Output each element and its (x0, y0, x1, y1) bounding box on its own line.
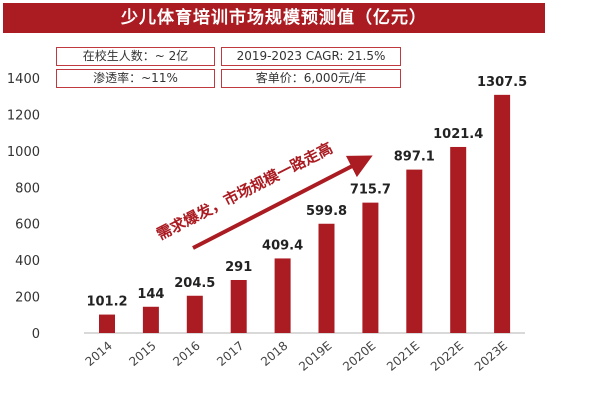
bar (274, 258, 291, 333)
data-label: 204.5 (174, 276, 215, 291)
info-box-penetration: 渗透率：~11% (56, 69, 215, 88)
data-label: 409.4 (262, 238, 303, 253)
y-tick-label: 1200 (7, 108, 40, 123)
bar (450, 146, 467, 333)
data-label: 1021.4 (433, 127, 483, 142)
x-tick-label: 2022E (428, 339, 466, 374)
x-tick-label: 2018 (258, 339, 290, 369)
bar (186, 295, 203, 333)
data-label: 144 (137, 287, 164, 302)
bar (99, 314, 115, 333)
x-tick-label: 2019E (296, 339, 334, 374)
data-label: 1307.5 (477, 75, 527, 90)
x-tick-label: 2014 (83, 339, 115, 369)
x-tick-label: 2020E (340, 339, 378, 374)
y-tick-label: 200 (15, 291, 40, 306)
y-tick-label: 600 (15, 218, 40, 233)
y-tick-label: 800 (15, 181, 40, 196)
trend-annotation: 需求爆发，市场规模一路走高 (154, 139, 336, 244)
data-label: 897.1 (394, 150, 435, 165)
data-label: 599.8 (306, 204, 347, 219)
data-label: 715.7 (350, 183, 391, 198)
data-label: 291 (225, 260, 252, 275)
bar (230, 279, 247, 333)
y-tick-label: 0 (32, 327, 40, 342)
chart-title: 少儿体育培训市场规模预测值（亿元） (3, 3, 545, 33)
info-box-cagr: 2019-2023 CAGR: 21.5% (221, 47, 401, 66)
info-box-price: 客单价：6,000元/年 (221, 69, 401, 88)
y-tick-label: 1000 (7, 145, 40, 160)
x-tick-label: 2015 (126, 339, 158, 369)
bar (142, 306, 159, 333)
data-label: 101.2 (86, 295, 127, 310)
trend-arrow (192, 155, 373, 250)
x-tick-label: 2021E (384, 339, 422, 374)
bar (318, 223, 335, 333)
info-box-students: 在校生人数：~ 2亿 (56, 47, 215, 66)
x-tick-label: 2023E (472, 339, 510, 374)
y-tick-label: 400 (15, 254, 40, 269)
bar (362, 202, 379, 333)
x-tick-label: 2016 (170, 339, 202, 369)
y-tick-label: 1400 (7, 72, 40, 87)
x-tick-label: 2017 (214, 339, 246, 369)
bar (494, 94, 511, 334)
bar (406, 169, 423, 333)
